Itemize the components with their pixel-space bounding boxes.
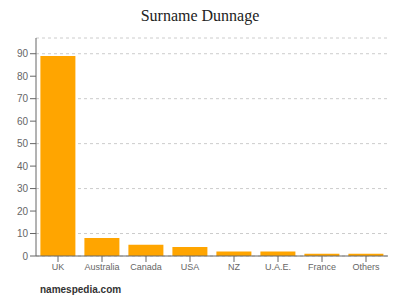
svg-text:Australia: Australia <box>84 262 119 272</box>
svg-text:60: 60 <box>17 116 29 127</box>
svg-text:U.A.E.: U.A.E. <box>265 262 291 272</box>
svg-text:Others: Others <box>352 262 380 272</box>
svg-text:Canada: Canada <box>130 262 162 272</box>
svg-text:30: 30 <box>17 183 29 194</box>
svg-text:UK: UK <box>52 262 65 272</box>
svg-text:USA: USA <box>181 262 200 272</box>
html-text:Surname Dunnage: Surname Dunnage <box>140 7 260 24</box>
html-text:namespedia.com: namespedia.com <box>40 284 122 295</box>
svg-text:France: France <box>308 262 336 272</box>
svg-text:NZ: NZ <box>228 262 240 272</box>
svg-text:80: 80 <box>17 71 29 82</box>
svg-text:10: 10 <box>17 228 29 239</box>
svg-text:50: 50 <box>17 138 29 149</box>
svg-text:70: 70 <box>17 93 29 104</box>
svg-text:0: 0 <box>22 251 28 262</box>
svg-text:40: 40 <box>17 161 29 172</box>
svg-text:20: 20 <box>17 206 29 217</box>
svg-text:90: 90 <box>17 48 29 59</box>
